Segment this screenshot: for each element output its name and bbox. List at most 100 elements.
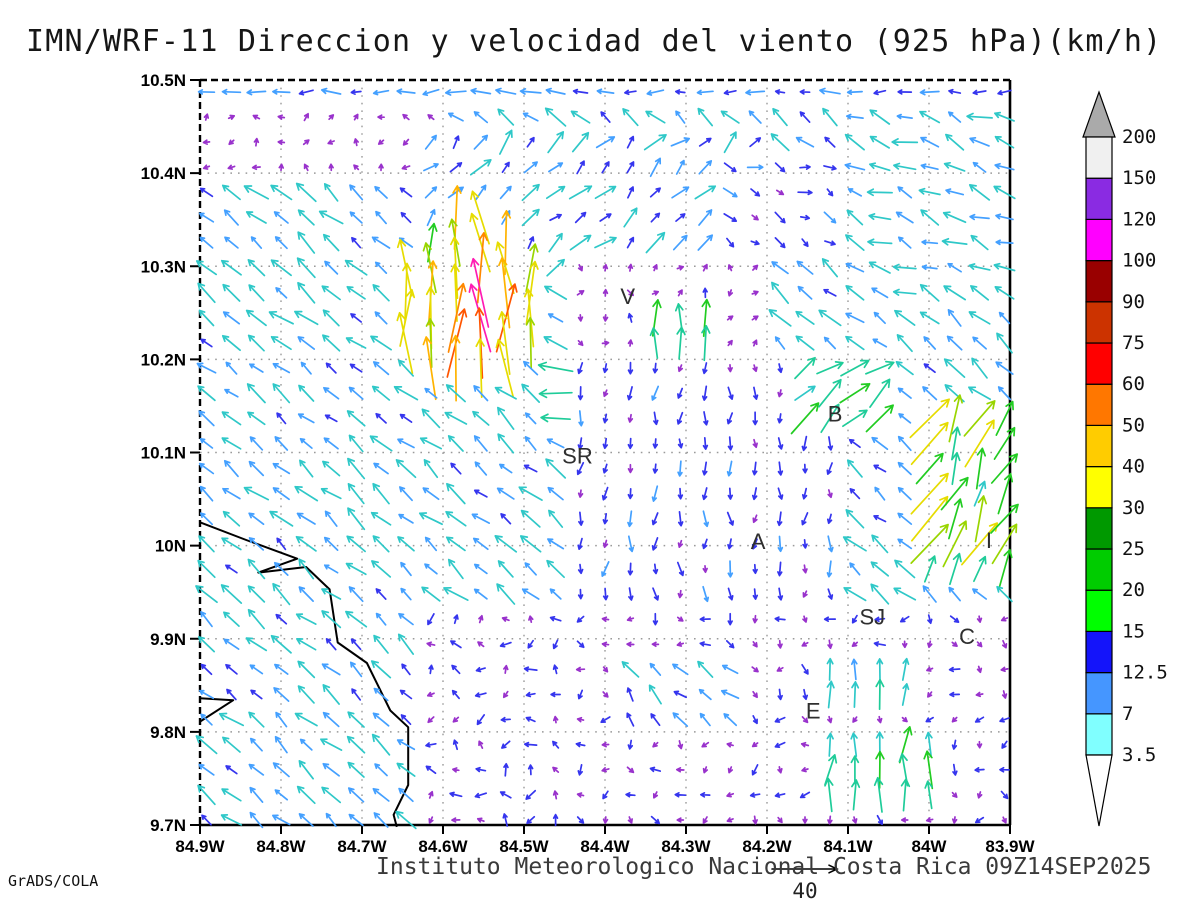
wind-vector [852, 716, 858, 723]
wind-vector [422, 487, 440, 501]
reference-vector-value: 40 [792, 879, 818, 903]
x-axis-label: 84.8W [256, 837, 306, 856]
wind-vector [994, 286, 1015, 300]
colorbar-segment [1085, 630, 1113, 674]
wind-vector [468, 283, 492, 353]
wind-vector [891, 138, 919, 147]
wind-vector [896, 334, 913, 353]
wind-vector [570, 110, 591, 124]
colorbar-segment [1085, 424, 1113, 468]
wind-vector [973, 555, 987, 583]
wind-vector [447, 112, 464, 122]
wind-vector [577, 264, 584, 272]
wind-vector [344, 259, 368, 276]
wind-vector [223, 209, 239, 226]
wind-vector [677, 539, 684, 548]
wind-vector [299, 437, 313, 449]
wind-vector [951, 816, 958, 824]
wind-vector [601, 641, 610, 648]
wind-vector [428, 816, 434, 824]
wind-vector [627, 437, 634, 450]
wind-vector [473, 435, 488, 452]
wind-vector [198, 212, 215, 223]
wind-vector [727, 289, 734, 297]
wind-vector [422, 336, 437, 401]
wind-vector [627, 739, 634, 750]
colorbar-label: 75 [1122, 332, 1145, 354]
wind-vector [423, 459, 439, 479]
wind-vector [599, 213, 612, 222]
wind-vector [826, 657, 834, 681]
wind-vector [501, 161, 510, 174]
wind-vector [870, 561, 890, 577]
wind-vector [652, 791, 659, 799]
wind-vector [850, 755, 860, 785]
wind-vector [470, 257, 490, 328]
wind-vector [501, 616, 510, 622]
wind-vector [500, 513, 512, 525]
wind-vector [273, 561, 289, 576]
wind-vector [297, 685, 315, 704]
wind-vector [575, 741, 586, 748]
wind-vector [546, 258, 565, 277]
wind-vector [998, 548, 1013, 590]
wind-vector [449, 162, 463, 173]
y-axis-label: 9.8N [150, 723, 186, 742]
wind-vector [951, 426, 961, 461]
wind-vector [322, 309, 340, 327]
wind-vector [452, 135, 460, 150]
colorbar-segment [1085, 177, 1113, 220]
wind-vector [400, 211, 412, 224]
wind-vector [795, 335, 815, 351]
wind-vector [969, 136, 990, 147]
wind-vector [752, 386, 759, 400]
wind-vector [975, 447, 987, 490]
wind-vector [377, 114, 385, 120]
wind-vector [727, 560, 734, 578]
station-label: SR [562, 443, 593, 468]
wind-vector [545, 185, 566, 200]
wind-vector [273, 211, 289, 224]
wind-vector [503, 664, 509, 674]
colorbar-label: 40 [1122, 456, 1145, 478]
wind-vector [868, 213, 892, 221]
wind-vector [247, 608, 265, 630]
wind-vector [919, 110, 941, 124]
wind-vector [375, 588, 387, 600]
wind-vector [602, 413, 609, 424]
wind-vector [426, 208, 436, 227]
wind-vector [752, 264, 759, 271]
wind-vector [653, 411, 659, 426]
wind-vector [993, 426, 1016, 460]
wind-vector [602, 263, 609, 272]
station-label: E [806, 698, 821, 723]
wind-vector [824, 136, 836, 148]
wind-vector [922, 386, 938, 401]
wind-vector [538, 388, 573, 399]
wind-vector [552, 813, 559, 827]
wind-vector [920, 136, 940, 148]
wind-vector [297, 413, 315, 424]
wind-vector [951, 451, 961, 486]
wind-vector [298, 89, 314, 96]
wind-vector [701, 385, 708, 401]
wind-vector [548, 162, 564, 173]
wind-vector [347, 711, 365, 728]
wind-vector [602, 816, 609, 824]
wind-vector [577, 588, 584, 600]
wind-vector [874, 486, 886, 501]
wind-vector [272, 814, 291, 826]
wind-vector [801, 641, 809, 647]
x-axis-label: 84.7W [337, 837, 387, 856]
wind-vector [845, 262, 865, 273]
wind-vector [995, 361, 1014, 375]
wind-vector [221, 437, 242, 450]
wind-vector [865, 404, 894, 433]
wind-vector [627, 463, 634, 474]
wind-vector [996, 332, 1013, 354]
wind-vector [672, 663, 689, 676]
wind-vector [370, 335, 392, 351]
wind-vector [448, 218, 461, 267]
wind-vector [345, 562, 367, 576]
wind-vector [521, 183, 540, 202]
